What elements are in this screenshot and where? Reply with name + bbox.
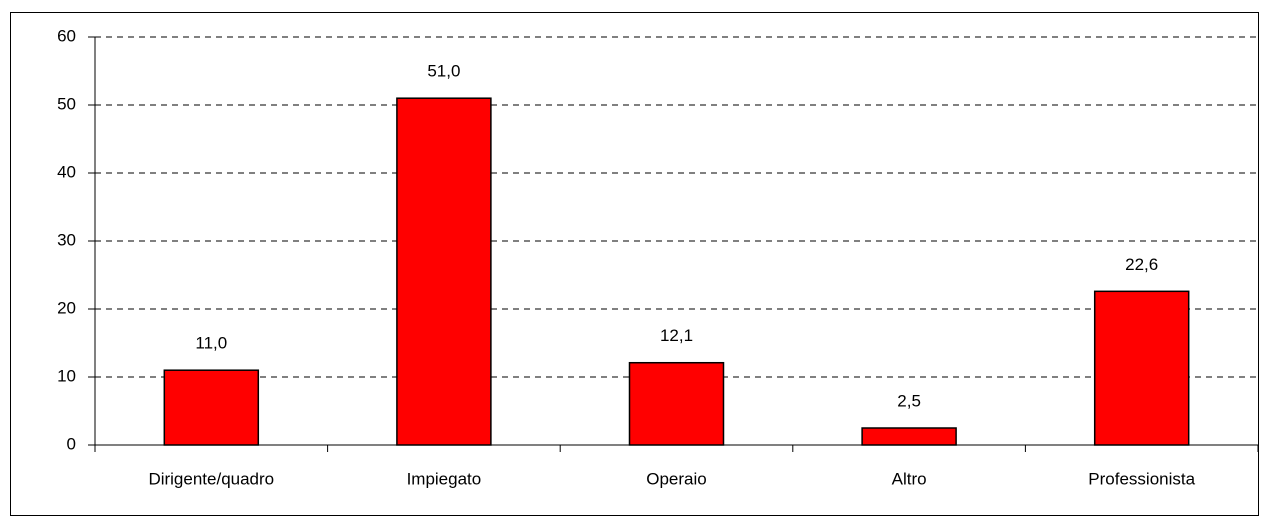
x-tick-label: Professionista bbox=[1088, 469, 1195, 488]
data-label: 11,0 bbox=[195, 334, 227, 353]
y-tick-label: 20 bbox=[57, 298, 76, 317]
data-label: 22,6 bbox=[1125, 255, 1158, 274]
data-label: 51,0 bbox=[427, 62, 460, 81]
y-tick-label: 10 bbox=[57, 366, 76, 385]
y-tick-label: 50 bbox=[57, 94, 76, 113]
chart-border bbox=[10, 12, 1259, 516]
bar bbox=[396, 97, 492, 446]
bar bbox=[628, 361, 725, 446]
y-tick-label: 60 bbox=[57, 26, 76, 45]
x-tick-label: Altro bbox=[892, 469, 927, 488]
data-label: 2,5 bbox=[897, 391, 921, 410]
x-tick-label: Dirigente/quadro bbox=[148, 469, 274, 488]
y-tick-label: 40 bbox=[57, 162, 76, 181]
bar bbox=[861, 427, 957, 446]
x-tick-label: Operaio bbox=[646, 469, 706, 488]
y-tick-label: 30 bbox=[57, 230, 76, 249]
x-tick-label: Impiegato bbox=[407, 469, 482, 488]
bar bbox=[163, 369, 260, 446]
y-tick-label: 0 bbox=[67, 434, 76, 453]
data-label: 12,1 bbox=[660, 326, 693, 345]
bar bbox=[1093, 290, 1190, 446]
